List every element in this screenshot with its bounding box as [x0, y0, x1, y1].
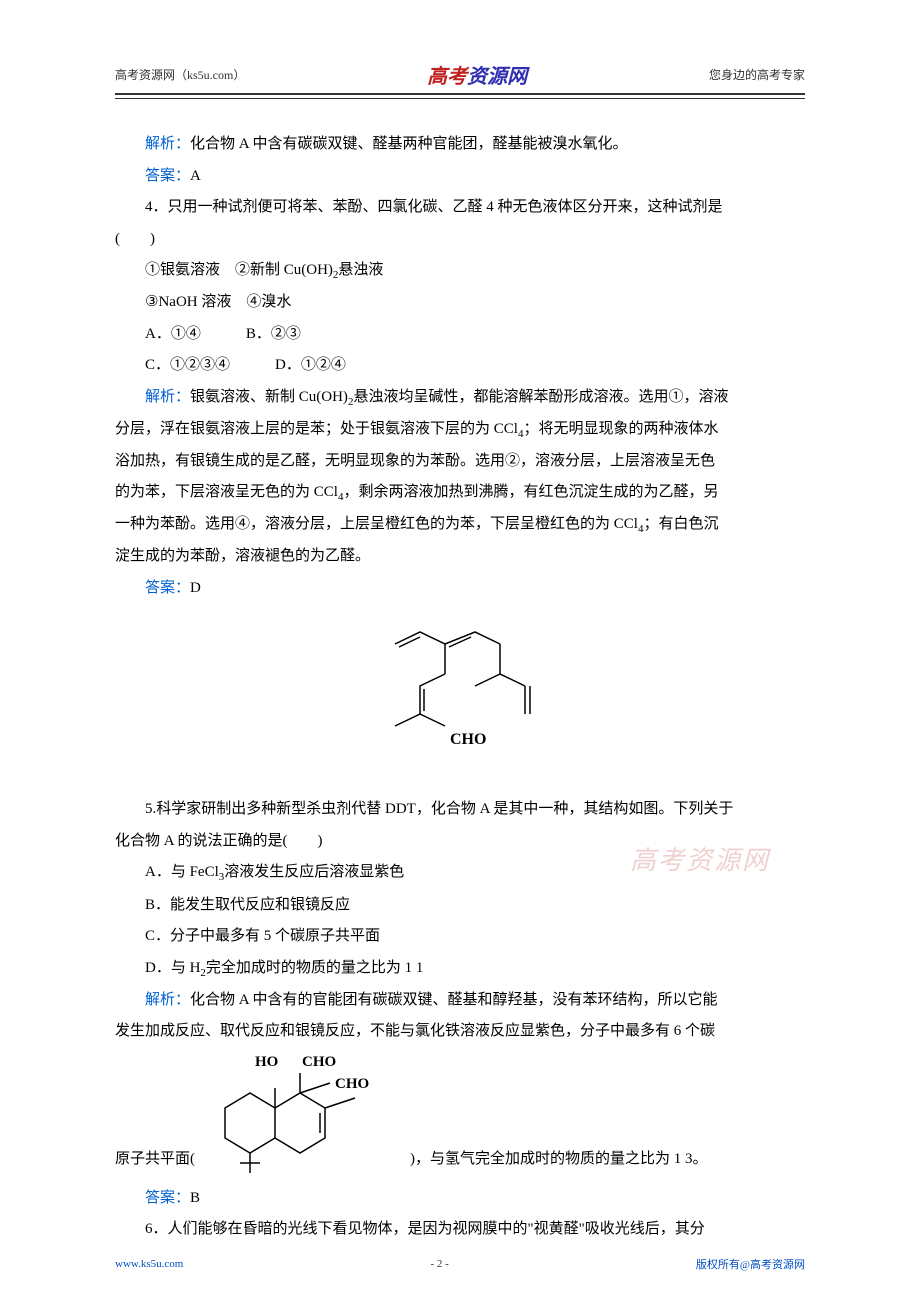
q5-optD-b: 完全加成时的物质的量之比为 1 1 — [206, 960, 424, 976]
analysis-label: 解析： — [145, 136, 190, 152]
q3-answer-value: A — [190, 168, 201, 184]
q5-analysis-2: 发生加成反应、取代反应和银镜反应，不能与氯化铁溶液反应显紫色，分子中最多有 6 … — [115, 1016, 805, 1048]
q4-ana-4b: ，剩余两溶液加热到沸腾，有红色沉淀生成的为乙醛，另 — [343, 484, 718, 500]
q4-ana-4a: 的为苯，下层溶液呈无色的为 CCl — [115, 484, 338, 500]
q3-analysis-text: 化合物 A 中含有碳碳双键、醛基两种官能团，醛基能被溴水氧化。 — [190, 136, 628, 152]
q5-optD-a: D．与 H — [145, 960, 200, 976]
q5-stem-2: 化合物 A 的说法正确的是( ) — [115, 826, 805, 858]
analysis-label-3: 解析： — [145, 992, 190, 1008]
answer-label-2: 答案： — [145, 580, 190, 596]
q4-options-C: C．①②③④ D．①②④ — [115, 350, 805, 382]
footer-url: www.ks5u.com — [115, 1258, 183, 1270]
q4-analysis-1: 解析：银氨溶液、新制 Cu(OH)2悬浊液均呈碱性，都能溶解苯酚形成溶液。选用①… — [115, 382, 805, 414]
page-header: 高考资源网（ks5u.com） 高考资源网 您身边的高考专家 — [115, 60, 805, 89]
q5-optB: B．能发生取代反应和银镜反应 — [115, 890, 805, 922]
q5-answer: 答案：B — [115, 1183, 805, 1215]
analysis-label-2: 解析： — [145, 389, 190, 405]
q4-ana-1b: 悬浊液均呈碱性，都能溶解苯酚形成溶液。选用①，溶液 — [353, 389, 728, 405]
page-footer: www.ks5u.com - 2 - 版权所有@高考资源网 — [115, 1256, 805, 1272]
q5-analysis-3: 原子共平面( HO CHO CHO )，与氢气完全加成时的物质的量之比为 1 — [115, 1048, 805, 1183]
q4-ana-2a: 分层，浮在银氨溶液上层的是苯；处于银氨溶液下层的为 CCl — [115, 421, 518, 437]
q4-analysis-5: 一种为苯酚。选用④，溶液分层，上层呈橙红色的为苯，下层呈橙红色的为 CCl4；有… — [115, 509, 805, 541]
q4-opt1-a: ①银氨溶液 ②新制 Cu(OH) — [145, 262, 333, 278]
chemical-structure-2: HO CHO CHO — [200, 1048, 405, 1183]
q4-analysis-3: 浴加热，有银镜生成的是乙醛，无明显现象的为苯酚。选用②，溶液分层，上层溶液呈无色 — [115, 446, 805, 478]
q5-optC: C．分子中最多有 5 个碳原子共平面 — [115, 921, 805, 953]
q4-analysis-4: 的为苯，下层溶液呈无色的为 CCl4，剩余两溶液加热到沸腾，有红色沉淀生成的为乙… — [115, 477, 805, 509]
q4-stem-1: 4．只用一种试剂便可将苯、苯酚、四氯化碳、乙醛 4 种无色液体区分开来，这种试剂… — [115, 192, 805, 224]
header-left: 高考资源网（ks5u.com） — [115, 66, 245, 83]
q5-ana-1: 化合物 A 中含有的官能团有碳碳双键、醛基和醇羟基，没有苯环结构，所以它能 — [190, 992, 718, 1008]
q5-ana-3b: )，与氢气完全加成时的物质的量之比为 1 3。 — [410, 1150, 708, 1183]
header-right: 您身边的高考专家 — [709, 66, 805, 83]
q5-answer-value: B — [190, 1190, 200, 1206]
header-title-red: 高考 — [427, 66, 467, 88]
q4-opt1-b: 悬浊液 — [338, 262, 383, 278]
q4-options-A: A．①④ B．②③ — [115, 319, 805, 351]
q4-analysis-6: 淀生成的为苯酚，溶液褪色的为乙醛。 — [115, 541, 805, 573]
answer-label-3: 答案： — [145, 1190, 190, 1206]
q4-analysis-2: 分层，浮在银氨溶液上层的是苯；处于银氨溶液下层的为 CCl4；将无明显现象的两种… — [115, 414, 805, 446]
struct2-cho1-label: CHO — [302, 1054, 336, 1070]
struct2-cho2-label: CHO — [335, 1076, 369, 1092]
footer-copyright: 版权所有@高考资源网 — [696, 1256, 805, 1272]
q5-stem-1-text: 5.科学家研制出多种新型杀虫剂代替 DDT，化合物 A 是其中一种，其结构如图。… — [145, 801, 733, 817]
q4-ana-1a: 银氨溶液、新制 Cu(OH) — [190, 389, 348, 405]
chemical-structure-1: CHO — [365, 614, 545, 784]
q5-optA-b: 溶液发生反应后溶液显紫色 — [224, 864, 404, 880]
q4-ana-5a: 一种为苯酚。选用④，溶液分层，上层呈橙红色的为苯，下层呈橙红色的为 CCl — [115, 516, 638, 532]
q4-options-2: ③NaOH 溶液 ④溴水 — [115, 287, 805, 319]
header-rule-2 — [115, 98, 805, 99]
q4-ana-5b: ；有白色沉 — [643, 516, 718, 532]
document-page: 高考资源网（ks5u.com） 高考资源网 您身边的高考专家 解析：化合物 A … — [0, 0, 920, 1286]
struct1-cho-label: CHO — [450, 731, 486, 748]
q5-stem-1: 5.科学家研制出多种新型杀虫剂代替 DDT，化合物 A 是其中一种，其结构如图。… — [115, 794, 805, 826]
q4-answer: 答案：D — [115, 573, 805, 605]
q5-optD: D．与 H2完全加成时的物质的量之比为 1 1 — [115, 953, 805, 985]
header-title: 高考资源网 — [427, 60, 527, 89]
q6-stem: 6．人们能够在昏暗的光线下看见物体，是因为视网膜中的"视黄醛"吸收光线后，其分 — [115, 1214, 805, 1246]
q4-stem-2: ( ) — [115, 224, 805, 256]
header-rule-1 — [115, 93, 805, 95]
q3-answer: 答案：A — [115, 161, 805, 193]
q5-optA: A．与 FeCl3溶液发生反应后溶液显紫色 — [115, 857, 805, 889]
q5-ana-3a: 原子共平面( — [115, 1150, 195, 1183]
q4-answer-value: D — [190, 580, 201, 596]
content-body: 解析：化合物 A 中含有碳碳双键、醛基两种官能团，醛基能被溴水氧化。 答案：A … — [115, 129, 805, 1246]
q5-analysis-1: 解析：化合物 A 中含有的官能团有碳碳双键、醛基和醇羟基，没有苯环结构，所以它能 — [115, 985, 805, 1017]
header-title-blue: 资源网 — [467, 66, 527, 88]
q4-ana-2b: ；将无明显现象的两种液体水 — [523, 421, 718, 437]
answer-label: 答案： — [145, 168, 190, 184]
q4-options-1: ①银氨溶液 ②新制 Cu(OH)2悬浊液 — [115, 255, 805, 287]
q5-optA-a: A．与 FeCl — [145, 864, 219, 880]
struct2-ho-label: HO — [255, 1054, 278, 1070]
q3-analysis: 解析：化合物 A 中含有碳碳双键、醛基两种官能团，醛基能被溴水氧化。 — [115, 129, 805, 161]
footer-page-number: - 2 - — [430, 1258, 448, 1270]
